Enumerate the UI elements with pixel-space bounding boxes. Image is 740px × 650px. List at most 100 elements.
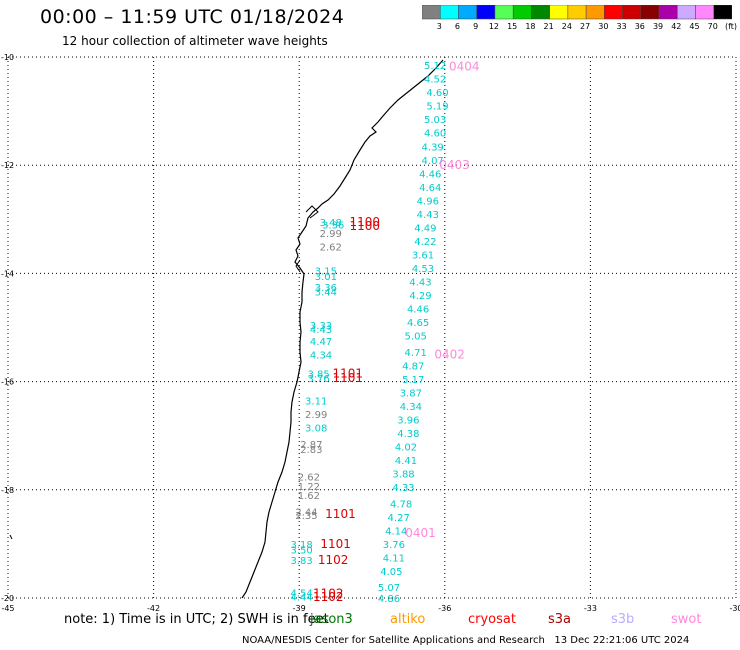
swh-value: 4.41 xyxy=(395,456,417,467)
swh-value: 2.99 xyxy=(305,410,327,421)
footer-note: note: 1) Time is in UTC; 2) SWH is in fe… xyxy=(64,612,329,627)
pass-label: 0401 xyxy=(405,526,436,540)
map-title: 00:00 – 11:59 UTC 01/18/2024 xyxy=(40,6,345,28)
swh-value: 4.47 xyxy=(310,337,332,348)
swh-value: 3.33 xyxy=(310,321,332,332)
swh-value: 4.38 xyxy=(397,429,419,440)
colorbar-tick-label: 45 xyxy=(689,22,700,31)
swh-value: 2.62 xyxy=(320,242,342,253)
swh-value: 4.05 xyxy=(380,567,402,578)
wave-height-colorbar xyxy=(422,5,732,20)
pass-label: 1101 xyxy=(332,366,363,380)
swh-value: 4.60 xyxy=(426,88,448,99)
coastline-path xyxy=(241,59,444,599)
swh-value: 2.83 xyxy=(300,445,322,456)
longitude-label: -45 xyxy=(1,604,14,613)
swh-value: 3.61 xyxy=(412,250,434,261)
longitude-label: -39 xyxy=(293,604,306,613)
swh-value: 3.87 xyxy=(400,388,422,399)
island-outline xyxy=(9,534,13,540)
swh-value: 3.36 xyxy=(322,221,344,232)
swh-value: 3.85 xyxy=(307,369,329,380)
credit-line: NOAA/NESDIS Center for Satellite Applica… xyxy=(242,635,690,646)
latitude-label: -12 xyxy=(1,161,14,170)
swh-value: 3.11 xyxy=(305,397,327,408)
pass-labels: 0404040304020401110011001101110111011101… xyxy=(313,60,479,604)
swh-value: 4.33 xyxy=(392,483,414,494)
swh-value: 5.05 xyxy=(405,332,427,343)
colorbar-tick-label: 15 xyxy=(507,22,518,31)
swh-value: 3.88 xyxy=(392,470,414,481)
swh-value: 1.22 xyxy=(298,482,320,493)
colorbar-tick-label: 27 xyxy=(580,22,591,31)
swh-value: 4.43 xyxy=(409,278,431,289)
satellite-legend-item: altiko xyxy=(390,612,426,627)
swh-value: 4.86 xyxy=(378,594,400,605)
swh-value: 3.44 xyxy=(315,287,337,298)
colorbar-tick-label: 18 xyxy=(525,22,536,31)
swh-value: 4.43 xyxy=(310,325,332,336)
swh-value: 4.22 xyxy=(414,237,436,248)
swh-value: 2.87 xyxy=(300,440,322,451)
swh-value: 4.54 xyxy=(290,589,312,600)
bay-outline xyxy=(295,259,301,273)
pass-label: 1101 xyxy=(325,507,356,521)
swh-value: 4.27 xyxy=(388,513,410,524)
swh-value: 4.02 xyxy=(395,443,417,454)
satellite-legend-item: swot xyxy=(671,612,702,627)
swh-value: 4.96 xyxy=(417,196,439,207)
colorbar-tick-label: 42 xyxy=(671,22,682,31)
lat-lon-grid xyxy=(7,56,737,599)
swh-value: 4.53 xyxy=(412,264,434,275)
swh-value: 2.35 xyxy=(295,511,317,522)
swh-value: 4.11 xyxy=(383,553,405,564)
colorbar-tick-label: 39 xyxy=(652,22,664,31)
pass-label: 1101 xyxy=(320,537,351,551)
colorbar-labels: 3 6 9 12 15 18 21 24 27 30 33 36 39 42 45 70 (ft) xyxy=(422,22,737,34)
latitude-label: -20 xyxy=(1,594,14,603)
swh-value: 5.03 xyxy=(424,115,446,126)
swh-value: 4.78 xyxy=(390,499,412,510)
pass-label: 0402 xyxy=(434,348,465,362)
longitude-label: -36 xyxy=(438,604,451,613)
colorbar-tick-label: 12 xyxy=(488,22,500,31)
swh-value: 4.49 xyxy=(414,223,436,234)
bay-outline xyxy=(305,205,319,219)
swh-value: 4.34 xyxy=(400,402,422,413)
swh-value: 4.71 xyxy=(405,348,427,359)
swh-value: 3.18 xyxy=(290,540,312,551)
swh-value: 4.46 xyxy=(419,169,441,180)
swh-value: 3.36 xyxy=(315,283,337,294)
colorbar-tick-label: 21 xyxy=(543,22,554,31)
longitude-label: -33 xyxy=(584,604,597,613)
swh-value: 2.99 xyxy=(320,229,342,240)
colorbar-tick-label: 36 xyxy=(634,22,645,31)
swh-value: 3.15 xyxy=(315,267,337,278)
swh-value: 4.46 xyxy=(407,305,429,316)
swh-value: 3.96 xyxy=(397,415,419,426)
satellite-legend-item: s3b xyxy=(611,612,635,627)
swh-value: 3.76 xyxy=(383,540,405,551)
swh-value: 4.65 xyxy=(407,318,429,329)
swh-value: 5.19 xyxy=(426,102,448,113)
colorbar-tick-label: 33 xyxy=(616,22,627,31)
swh-value: 3.76 xyxy=(307,374,329,385)
colorbar-tick-label: 24 xyxy=(561,22,572,31)
colorbar-swatch xyxy=(713,5,732,20)
swh-readings: 5.12 4.52 4.60 5.19 5.03 4.60 4.39 4.07 4.46 4.64… xyxy=(290,61,448,605)
swh-value: 4.87 xyxy=(402,361,424,372)
swh-value: 3.83 xyxy=(290,556,312,567)
note-text: note: 1) Time is in UTC; 2) SWH is in fe… xyxy=(64,612,329,627)
swh-value: 5.12 xyxy=(424,61,446,72)
axis-labels: -10 -12 -14 -16 -18 -20-45 -42 -39 -36 -33 -30 xyxy=(1,53,740,613)
swh-value: 4.14 xyxy=(385,526,407,537)
swh-value: 4.39 xyxy=(422,142,444,153)
colorbar-tick-label: 9 xyxy=(473,22,479,31)
latitude-label: -14 xyxy=(1,269,14,278)
swh-value: 4.44 xyxy=(290,592,312,603)
swh-value: 4.64 xyxy=(419,183,441,194)
colorbar-tick-label: 30 xyxy=(598,22,609,31)
colorbar-tick-label: 3 xyxy=(436,22,442,31)
swh-value: 2.62 xyxy=(298,472,320,483)
